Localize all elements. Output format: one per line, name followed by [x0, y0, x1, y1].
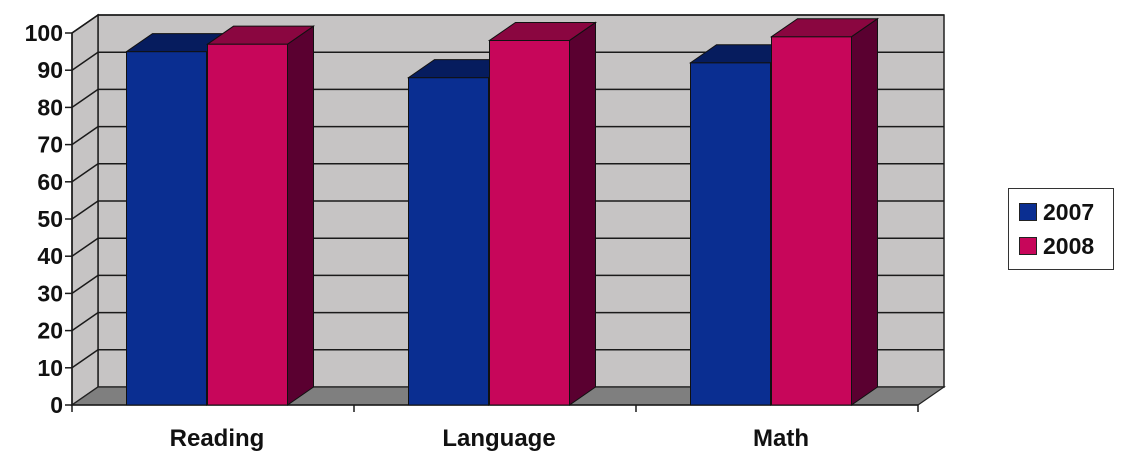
bar-reading-2008-side — [287, 25, 314, 406]
category-label-language: Language — [442, 425, 555, 452]
bar-reading-2008 — [205, 25, 316, 406]
gridline — [71, 51, 944, 71]
legend-label-2007: 2007 — [1043, 198, 1095, 225]
gridline — [71, 125, 944, 146]
gridline — [71, 311, 944, 332]
bar-math-2008-front — [771, 36, 852, 406]
bar-math-2008 — [769, 17, 880, 406]
legend-label-2008: 2008 — [1043, 232, 1095, 259]
gridlines — [71, 14, 944, 369]
bar-reading-2008-top — [205, 25, 316, 45]
y-tick-label: 0 — [50, 392, 63, 418]
gridline — [71, 163, 944, 183]
y-tick-label: 40 — [37, 243, 63, 269]
gridline — [71, 349, 944, 369]
y-tick-label: 80 — [37, 94, 63, 120]
y-tick-label: 20 — [37, 318, 63, 344]
y-tick-label: 70 — [37, 132, 63, 158]
legend-item-2007: 2007 — [1019, 197, 1094, 227]
gridline — [71, 14, 944, 34]
bar-reading-2008-front — [207, 43, 288, 406]
category-label-reading: Reading — [170, 425, 265, 452]
bar-language-2007-front — [408, 77, 489, 406]
category-label-math: Math — [753, 425, 809, 452]
y-tick-label: 100 — [25, 20, 63, 46]
bar-math-2008-top — [769, 18, 880, 38]
bar-language-2008 — [487, 21, 598, 406]
legend-swatch-2007 — [1019, 203, 1037, 221]
y-tick-label: 30 — [37, 280, 63, 306]
bar-language-2008-top — [487, 21, 598, 41]
bar-math-2008-side — [851, 17, 878, 406]
legend-item-2008: 2008 — [1019, 231, 1094, 261]
gridline — [71, 200, 944, 220]
gridline — [71, 88, 944, 109]
y-tick-label: 10 — [37, 355, 63, 381]
y-tick-label: 50 — [37, 206, 63, 232]
gridline — [71, 237, 944, 257]
y-tick-label: 60 — [37, 169, 63, 195]
bar-math-2007-front — [690, 62, 771, 406]
legend: 2007 2008 — [1008, 188, 1114, 270]
legend-swatch-2008 — [1019, 237, 1037, 255]
y-tick-label: 90 — [37, 57, 63, 83]
bar-language-2008-side — [569, 21, 596, 406]
bar-language-2008-front — [489, 39, 570, 406]
axis-labels: 0 10 20 30 40 50 60 70 80 90 100 Reading Language Mat… — [25, 20, 809, 452]
gridline — [71, 274, 944, 295]
bar-reading-2007-front — [126, 51, 207, 406]
bars — [124, 17, 880, 406]
